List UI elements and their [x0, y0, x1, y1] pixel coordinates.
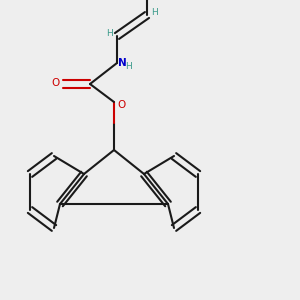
Text: O: O: [51, 77, 60, 88]
Text: H: H: [106, 29, 113, 38]
Text: O: O: [117, 100, 126, 110]
Text: N: N: [118, 58, 127, 68]
Text: H: H: [151, 8, 158, 17]
Text: H: H: [125, 62, 132, 71]
